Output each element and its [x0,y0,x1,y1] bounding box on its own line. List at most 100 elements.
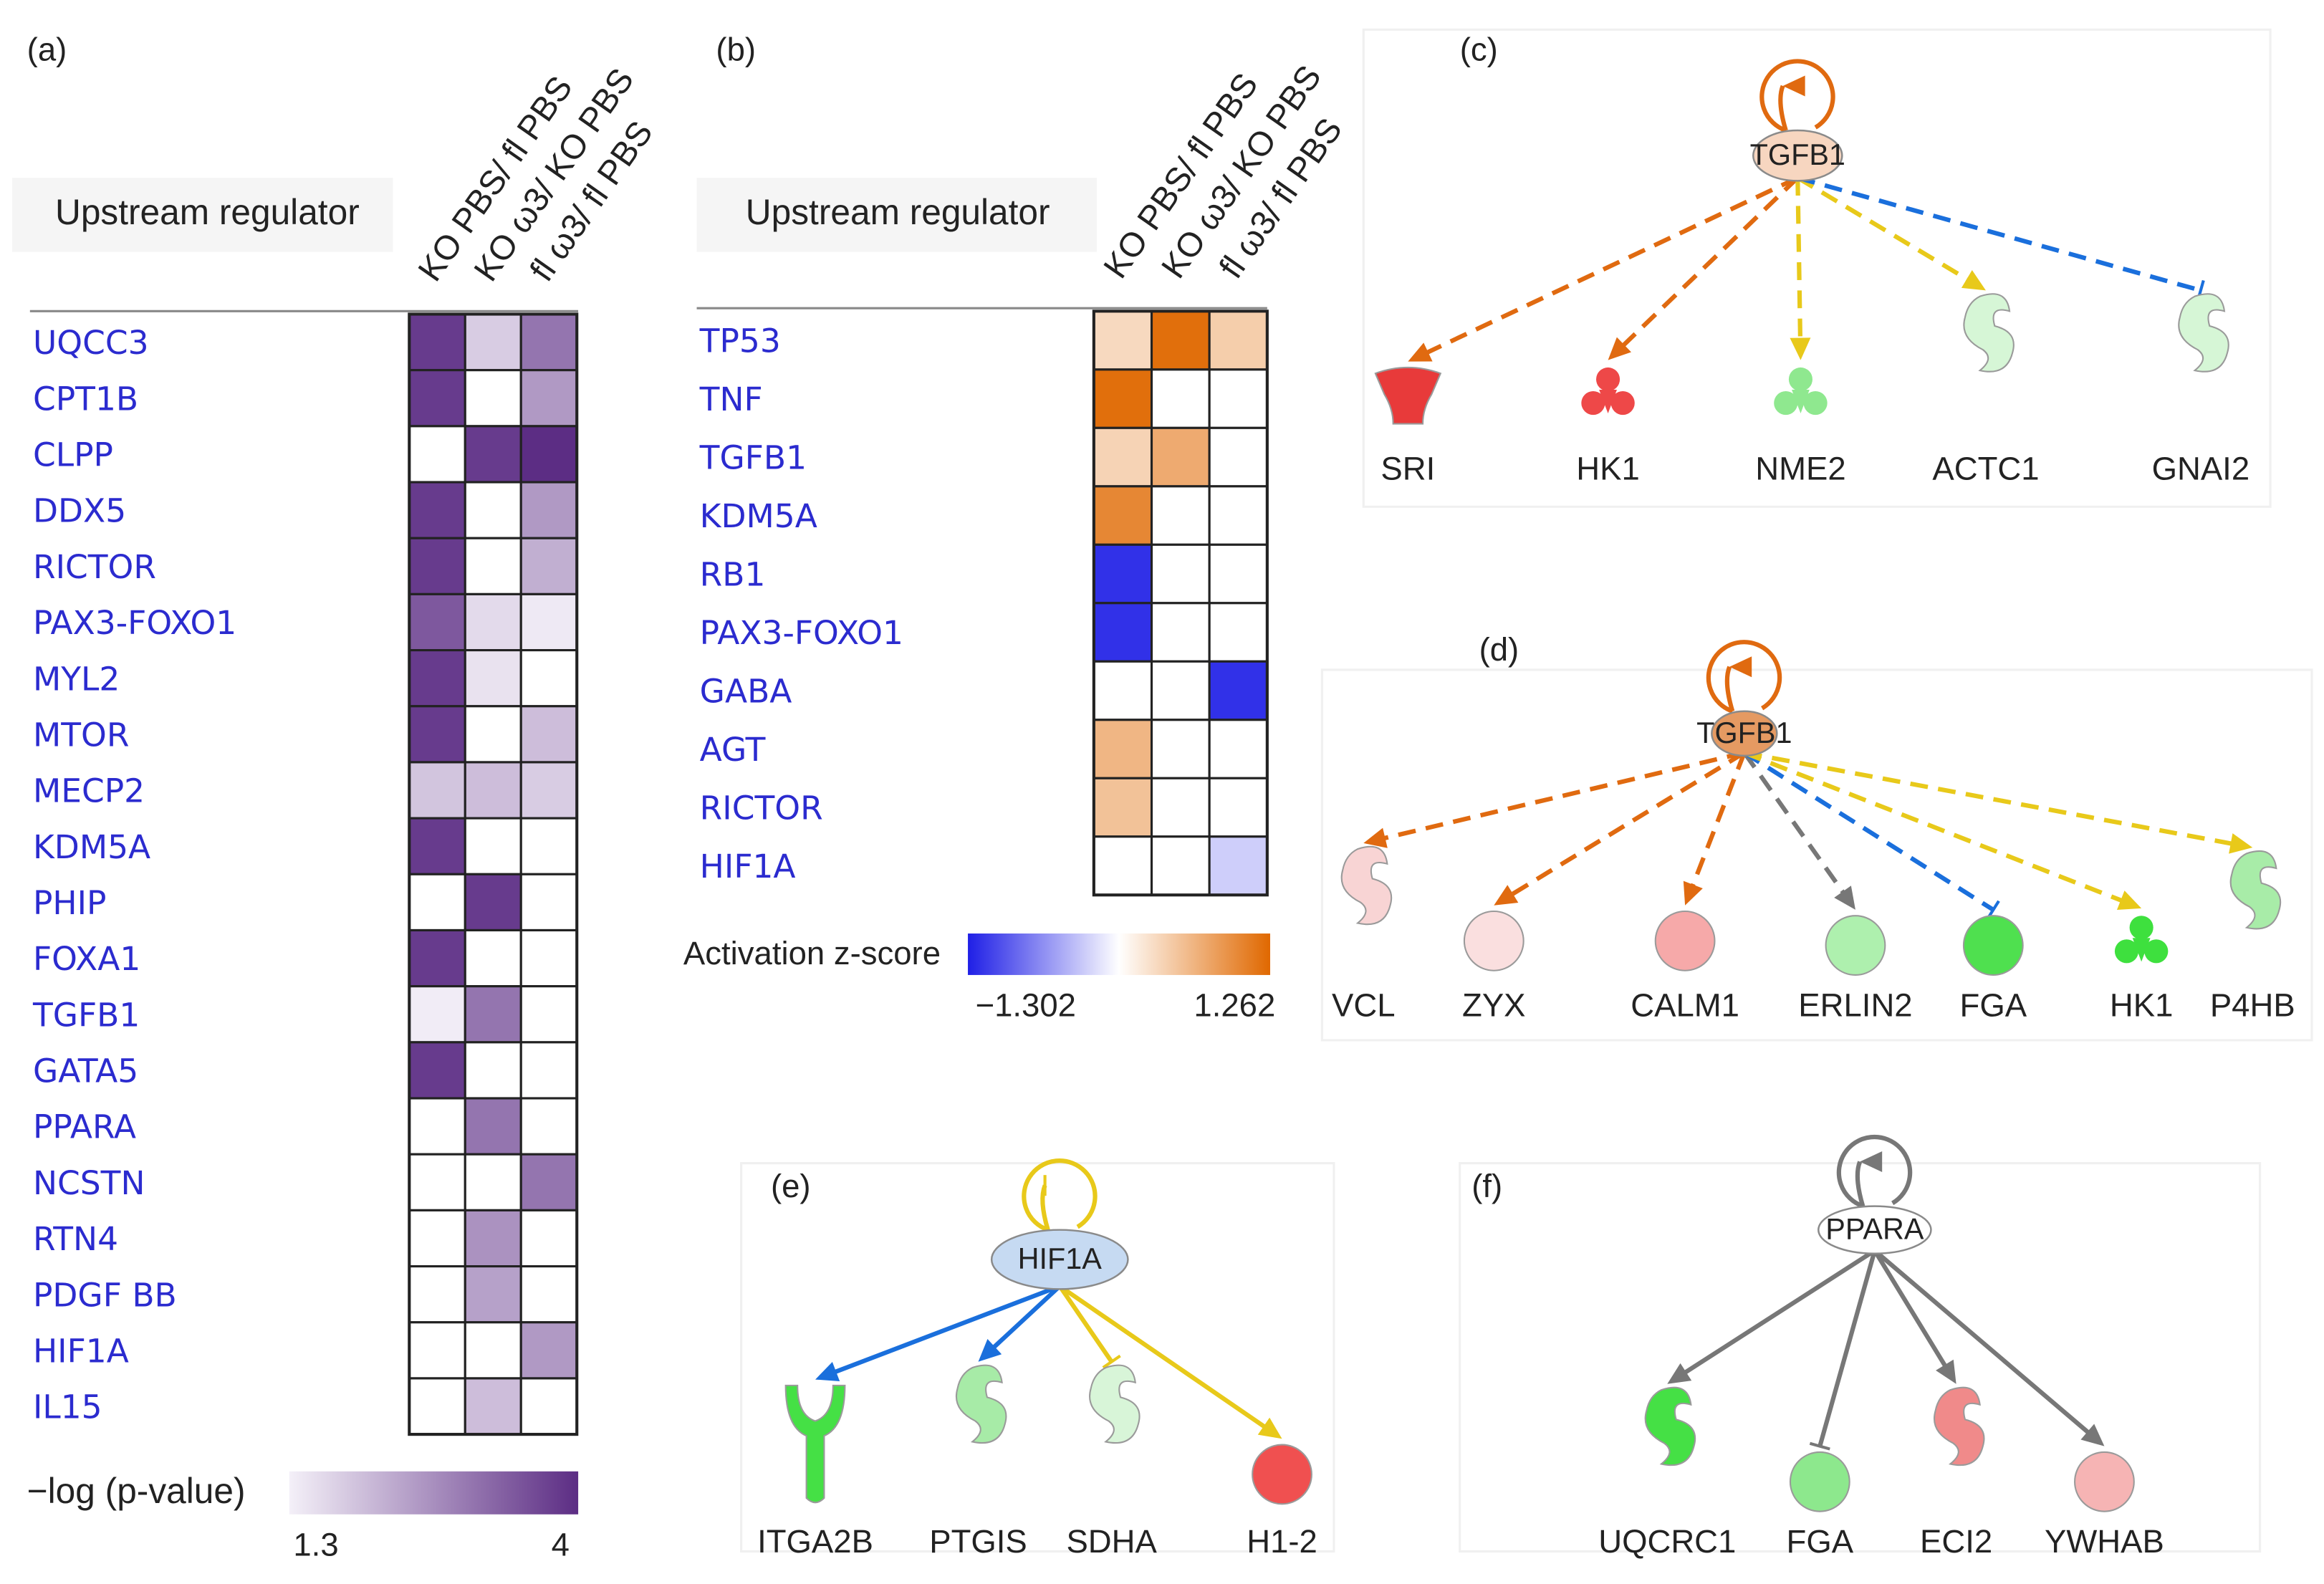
empty-cell [1208,426,1269,488]
self-loop [1836,1134,1913,1209]
edge [1743,751,1994,912]
panel-label: (d) [1479,631,1519,668]
empty-cell [519,1265,578,1324]
panel-label: (f) [1471,1168,1502,1204]
heat-cell [1093,485,1153,546]
node [1581,367,1635,416]
node-label: NME2 [1755,451,1845,487]
heat-cell [408,985,466,1044]
arrowhead [1860,1151,1883,1173]
heat-cell [464,425,522,484]
empty-cell [519,817,578,875]
node-label: ACTC1 [1932,451,2039,487]
row-label: MECP2 [33,772,145,810]
node-label: GNAI2 [2152,451,2250,487]
empty-cell [464,1041,522,1100]
arrowhead [1408,342,1433,362]
edge [1742,751,1849,899]
heat-cell [408,312,466,372]
empty-cell [464,481,522,539]
edge [1743,750,2129,906]
panel-label: (e) [771,1168,811,1204]
loop-arc [1778,85,1788,131]
arrowhead [1790,337,1811,360]
colorbar-tick-label: 4 [552,1526,570,1563]
empty-cell [464,1153,522,1211]
row-label: GATA5 [33,1052,138,1090]
empty-cell [519,1209,578,1268]
heat-cell [519,705,578,764]
empty-cell [519,873,578,932]
heat-cell [519,1153,578,1211]
heat-cell [408,705,466,764]
heat-cell [1208,309,1269,371]
row-label: MYL2 [33,660,120,698]
empty-cell [1093,835,1153,896]
heat-cell [519,1321,578,1380]
colorbar [289,1471,579,1515]
hub-node [1711,710,1778,757]
node-label: ZYX [1462,987,1526,1023]
arrowhead [1608,337,1631,360]
empty-cell [519,649,578,708]
arrowhead [1683,880,1703,906]
edge [828,1284,1061,1377]
row-label: HIF1A [700,848,796,885]
loop-arc [1855,1161,1866,1207]
heat-cell [408,817,466,875]
hub-label: TGFB1 [1750,138,1845,171]
row-label: TP53 [699,322,781,360]
empty-cell [408,1321,466,1380]
node-label: HK1 [2110,987,2174,1023]
heat-cell [1150,426,1211,488]
self-loop [1759,59,1835,133]
row-label: KDM5A [700,497,817,535]
arrowhead [2080,1424,2105,1446]
row-label: FOXA1 [33,940,140,978]
node-label: VCL [1332,987,1396,1023]
edge [1873,1249,1951,1373]
edge [1058,1284,1272,1433]
inhibit-bar [1102,1354,1121,1369]
heat-cell [1093,368,1153,429]
heat-cell [1093,309,1153,371]
arrowhead [2116,891,2142,911]
row-label: PAX3-FOXO1 [33,604,236,642]
heat-cell [1208,835,1269,896]
row-label: HIF1A [33,1332,129,1370]
edge [1679,1249,1876,1378]
node [1825,915,1886,976]
colorbar-tick-label: −1.302 [975,987,1075,1023]
heat-cell [1208,660,1269,721]
arrowhead [1667,1363,1692,1384]
heat-cell [408,761,466,820]
node [2229,850,2282,930]
edge [1420,176,1799,357]
edge [1057,1285,1114,1363]
row-header: Upstream regulator [746,192,1050,232]
heat-cell [1093,426,1153,488]
heat-cell [519,537,578,595]
node [1463,910,1524,971]
heat-cell [1093,777,1153,838]
heat-cell [464,592,522,652]
panel-frame [1362,28,2272,508]
row-label: GABA [700,673,792,711]
node-label: FGA [1787,1523,1854,1560]
colorbar-tick-label: 1.262 [1194,987,1275,1023]
empty-cell [464,369,522,428]
node-label: H1-2 [1247,1523,1317,1560]
colorbar-label: Activation z-score [683,935,941,971]
empty-cell [1150,777,1211,838]
heat-cell [464,873,522,932]
heat-cell [408,369,466,428]
colorbar [968,933,1270,975]
node-label: PTGIS [929,1523,1027,1560]
heatmap-border [1092,309,1269,897]
empty-cell [519,1041,578,1100]
node [1789,1451,1850,1512]
empty-cell [1150,485,1211,546]
colorbar-tick-label: 1.3 [293,1526,338,1563]
node-label: FGA [1960,987,2027,1023]
